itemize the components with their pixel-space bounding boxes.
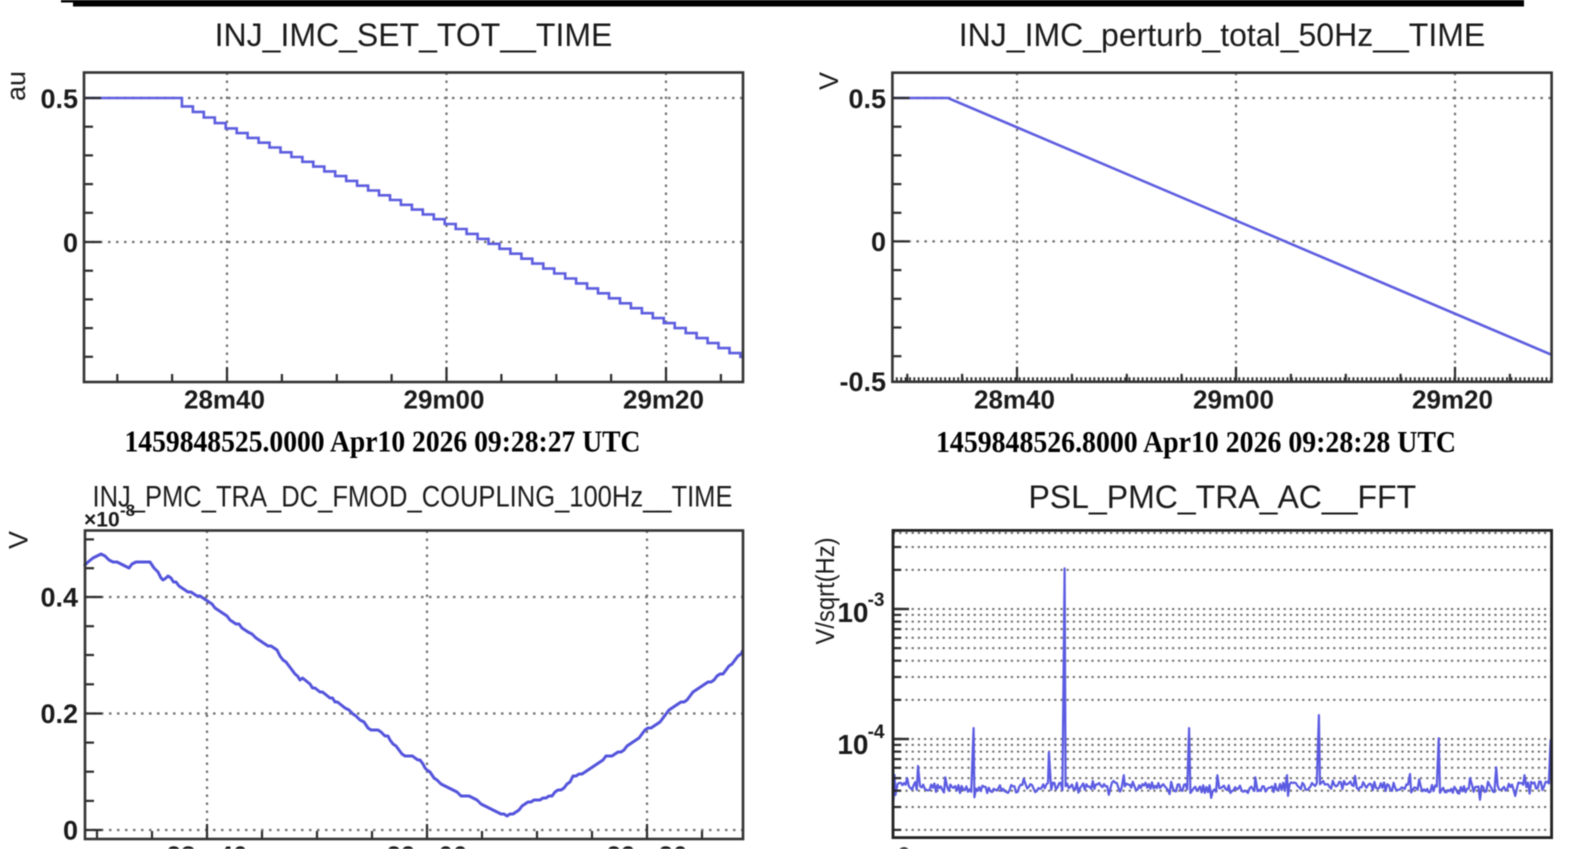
svg-text:au: au — [1, 71, 31, 101]
svg-text:29m20: 29m20 — [607, 841, 688, 849]
svg-text:PSL_PMC_TRA_AC__FFT: PSL_PMC_TRA_AC__FFT — [1028, 479, 1416, 515]
svg-text:0.2: 0.2 — [40, 699, 78, 729]
svg-text:29m20: 29m20 — [1412, 385, 1493, 415]
svg-text:29m00: 29m00 — [404, 385, 485, 415]
svg-text:0.4: 0.4 — [40, 583, 78, 613]
svg-text:×10: ×10 — [84, 509, 120, 532]
svg-text:INJ_PMC_TRA_DC_FMOD_COUPLING_1: INJ_PMC_TRA_DC_FMOD_COUPLING_100Hz__TIME — [93, 481, 733, 514]
svg-text:INJ_IMC_perturb_total_50Hz__TI: INJ_IMC_perturb_total_50Hz__TIME — [959, 17, 1485, 53]
svg-text:-8: -8 — [120, 501, 135, 520]
svg-text:10: 10 — [837, 597, 868, 628]
svg-text:V: V — [4, 531, 34, 549]
svg-text:-0.5: -0.5 — [839, 367, 886, 397]
svg-text:1459848526.8000 Apr10 2026 09:: 1459848526.8000 Apr10 2026 09:28:28 UTC — [936, 424, 1456, 459]
svg-text:29m00: 29m00 — [1193, 385, 1274, 415]
svg-text:0.5: 0.5 — [848, 84, 886, 114]
svg-text:28m40: 28m40 — [167, 841, 248, 849]
svg-text:0: 0 — [871, 227, 886, 257]
svg-text:-4: -4 — [868, 722, 885, 743]
svg-text:V/sqrt(Hz): V/sqrt(Hz) — [810, 538, 840, 645]
svg-text:0: 0 — [63, 816, 78, 846]
svg-text:0: 0 — [63, 228, 78, 258]
svg-text:28m40: 28m40 — [974, 385, 1055, 415]
svg-text:28m40: 28m40 — [184, 385, 265, 415]
svg-text:1459848525.0000 Apr10 2026 09:: 1459848525.0000 Apr10 2026 09:28:27 UTC — [125, 424, 641, 459]
svg-text:0.5: 0.5 — [40, 84, 78, 114]
svg-text:V: V — [814, 72, 844, 90]
svg-text:-3: -3 — [868, 590, 885, 611]
svg-text:29m20: 29m20 — [623, 385, 704, 415]
svg-text:INJ_IMC_SET_TOT__TIME: INJ_IMC_SET_TOT__TIME — [215, 17, 613, 53]
svg-text:10: 10 — [837, 729, 868, 760]
svg-text:0: 0 — [896, 842, 911, 849]
svg-text:29m00: 29m00 — [387, 841, 468, 849]
